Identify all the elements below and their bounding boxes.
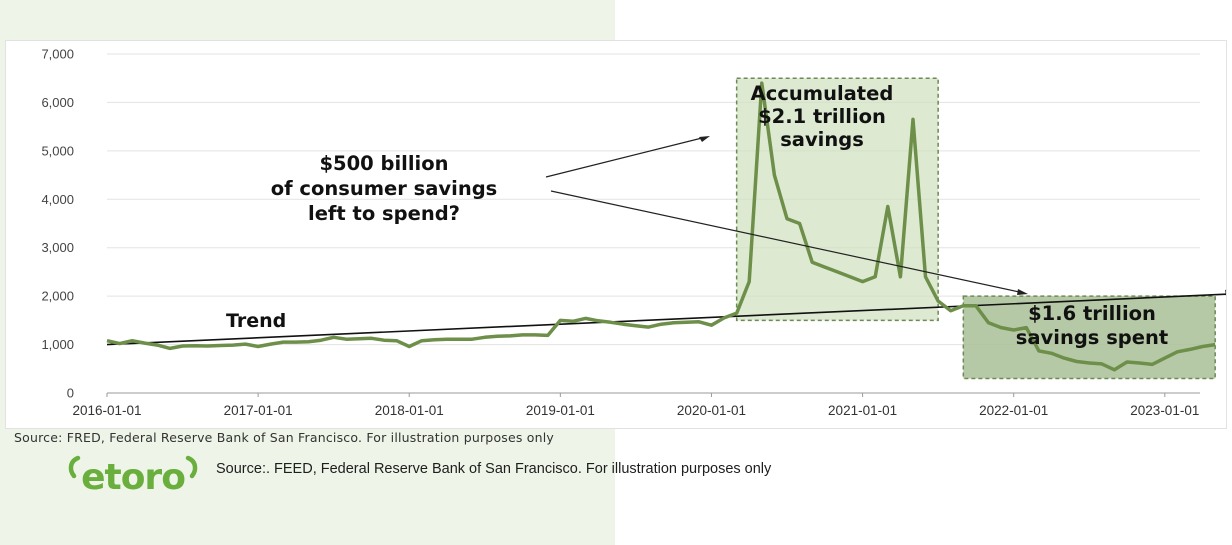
y-tick-label: 3,000 bbox=[41, 240, 74, 255]
trend-label: Trend bbox=[226, 310, 286, 332]
logo-wordmark: etoro bbox=[81, 457, 185, 496]
x-tick-label: 2016-01-01 bbox=[72, 403, 141, 418]
y-tick-label: 1,000 bbox=[41, 337, 74, 352]
x-tick-label: 2017-01-01 bbox=[224, 403, 293, 418]
accumulated-annotation-line: $2.1 trillion bbox=[758, 105, 886, 128]
footer-source-note: Source:. FEED, Federal Reserve Bank of S… bbox=[216, 461, 772, 477]
accumulated-annotation-line: savings bbox=[780, 128, 864, 151]
center-annotation-line: $500 billion bbox=[319, 152, 448, 175]
trend-arrowhead bbox=[1225, 289, 1226, 297]
trend-line bbox=[106, 293, 1226, 346]
x-tick-label: 2021-01-01 bbox=[828, 403, 897, 418]
accumulated-savings-region bbox=[735, 77, 939, 322]
trend-layer bbox=[106, 289, 1226, 346]
x-tick-label: 2019-01-01 bbox=[526, 403, 595, 418]
chart-frame: 0 1,000 2,000 3,000 4,000 5,000 6,000 7,000 2016… bbox=[5, 40, 1227, 429]
shaded-regions bbox=[735, 77, 1216, 380]
y-tick-label: 0 bbox=[67, 386, 74, 401]
arrow-to-accumulated bbox=[545, 136, 707, 178]
y-tick-label: 6,000 bbox=[41, 95, 74, 110]
y-tick-label: 4,000 bbox=[41, 192, 74, 207]
x-tick-label: 2020-01-01 bbox=[677, 403, 746, 418]
x-tick-label: 2022-01-01 bbox=[979, 403, 1048, 418]
gridlines bbox=[107, 53, 1200, 346]
center-annotation-line: of consumer savings bbox=[271, 177, 498, 200]
logo-left-leaf bbox=[68, 455, 81, 479]
spent-annotation-line: $1.6 trillion bbox=[1028, 302, 1156, 325]
x-tick-label: 2023-01-01 bbox=[1130, 403, 1199, 418]
accumulated-annotation-line: Accumulated bbox=[751, 82, 894, 105]
axis-layer: 0 1,000 2,000 3,000 4,000 5,000 6,000 7,000 2016… bbox=[41, 47, 1200, 418]
center-annotation-line: left to spend? bbox=[308, 202, 460, 225]
chart-source-note: Source: FRED, Federal Reserve Bank of Sa… bbox=[14, 430, 555, 445]
savings-series-line bbox=[106, 81, 1216, 372]
spent-annotation-line: savings spent bbox=[1016, 326, 1168, 349]
y-tick-label: 2,000 bbox=[41, 289, 74, 304]
series-layer bbox=[106, 81, 1216, 372]
x-tick-label: 2018-01-01 bbox=[375, 403, 444, 418]
savings-line-chart: 0 1,000 2,000 3,000 4,000 5,000 6,000 7,000 2016… bbox=[41, 47, 1226, 418]
etoro-logo: etoro bbox=[66, 450, 202, 498]
arrowhead-accumulated bbox=[699, 136, 710, 142]
logo-right-leaf bbox=[185, 455, 198, 479]
y-tick-label: 5,000 bbox=[41, 143, 74, 158]
arrow-to-spent bbox=[550, 190, 1025, 294]
arrowhead-spent bbox=[1017, 289, 1028, 295]
y-tick-label: 7,000 bbox=[41, 47, 74, 62]
